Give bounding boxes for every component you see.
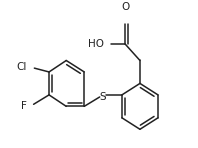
- Text: F: F: [21, 101, 27, 111]
- Text: O: O: [121, 2, 129, 12]
- Text: HO: HO: [88, 39, 104, 49]
- Text: Cl: Cl: [17, 62, 27, 72]
- Text: S: S: [100, 91, 106, 102]
